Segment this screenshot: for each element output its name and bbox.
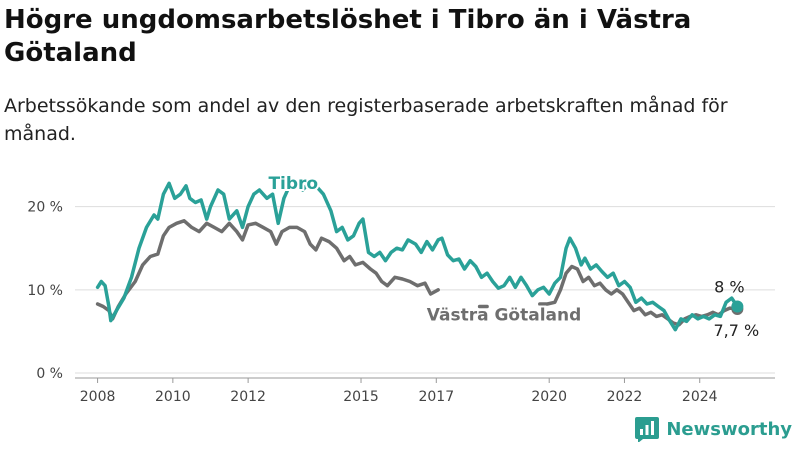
series-line-vastra-gotaland: [95, 219, 440, 321]
x-tick-label: 2012: [230, 389, 266, 405]
series-labels: Tibro Västra Götaland: [266, 172, 583, 328]
series-label-tibro: Tibro: [268, 174, 318, 194]
end-markers: 8 % 7,7 %: [713, 277, 759, 339]
x-tick-label: 2020: [531, 389, 567, 405]
x-tick-label: 2015: [343, 389, 379, 405]
series-line-tibro: [95, 179, 740, 332]
y-gridlines: [75, 206, 775, 374]
end-label-tibro: 8 %: [714, 277, 744, 296]
brand-name: Newsworthy: [666, 418, 792, 440]
series-lines: [95, 179, 740, 332]
chart-subtitle: Arbetssökande som andel av den registerb…: [4, 95, 728, 145]
x-tick-label: 2010: [155, 389, 191, 405]
y-tick-label: 20 %: [27, 200, 63, 216]
y-tick-label: 0 %: [36, 366, 63, 382]
brand-logo[interactable]: Newsworthy: [634, 416, 792, 442]
chart-title: Högre ungdomsarbetslöshet i Tibro än i V…: [4, 5, 692, 68]
end-label-vastra-gotaland: 7,7 %: [713, 321, 759, 340]
x-tick-label: 2017: [418, 389, 454, 405]
y-tick-labels: 0 % 10 % 20 %: [27, 200, 63, 382]
x-tick-label: 2022: [607, 389, 643, 405]
bar-chart-logo-icon: [635, 417, 660, 442]
end-marker-tibro: [731, 300, 744, 313]
y-tick-label: 10 %: [27, 283, 63, 299]
x-axis: 2008 2010 2012 2015 2017 2020 2022 2024: [75, 377, 775, 405]
x-tick-label: 2024: [682, 389, 718, 405]
x-tick-label: 2008: [80, 389, 116, 405]
series-label-vastra-gotaland: Västra Götaland: [427, 306, 582, 326]
